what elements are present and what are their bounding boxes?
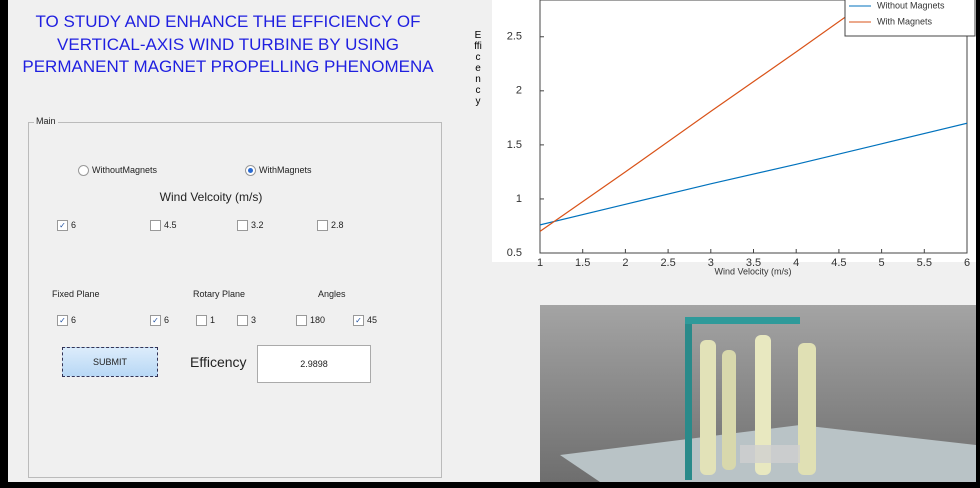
- fixed-plane-label: Fixed Plane: [52, 289, 100, 299]
- wind-velocity-label: Wind Velcoity (m/s): [96, 190, 326, 204]
- checkbox[interactable]: [317, 220, 328, 231]
- screen: TO STUDY AND ENHANCE THE EFFICIENCY OF V…: [0, 0, 980, 488]
- x-tick-label: 3: [708, 257, 714, 269]
- y-tick-label: 0.5: [507, 247, 522, 259]
- y-tick-label: 2.5: [507, 31, 522, 43]
- x-tick-label: 5: [879, 257, 885, 269]
- checkbox-label: 4.5: [164, 220, 177, 230]
- legend-label: Without Magnets: [877, 0, 945, 10]
- title-line: PERMANENT MAGNET PROPELLING PHENOMENA: [8, 57, 448, 77]
- checkbox-label: 45: [367, 315, 377, 325]
- x-tick-label: 2.5: [660, 257, 675, 269]
- group-title: Main: [34, 116, 58, 126]
- checkbox-label: 6: [71, 315, 76, 325]
- y-tick-label: 1.5: [507, 139, 522, 151]
- submit-button[interactable]: SUBMIT: [62, 347, 158, 377]
- checkbox-label: 6: [164, 315, 169, 325]
- legend-label: With Magnets: [877, 16, 933, 26]
- checkbox-label: 180: [310, 315, 325, 325]
- y-tick-label: 1: [516, 193, 522, 205]
- group-box: [28, 122, 442, 478]
- checkbox-label: 6: [71, 220, 76, 230]
- title-line: TO STUDY AND ENHANCE THE EFFICIENCY OF: [8, 12, 448, 32]
- checkbox-label: 2.8: [331, 220, 344, 230]
- checkbox[interactable]: [237, 220, 248, 231]
- radio-button[interactable]: [245, 165, 256, 176]
- efficiency-output: 2.9898: [257, 345, 371, 383]
- checkbox-label: 1: [210, 315, 215, 325]
- x-tick-label: 4.5: [831, 257, 846, 269]
- x-tick-label: 5.5: [917, 257, 932, 269]
- turbine-render: [540, 305, 976, 482]
- checkbox[interactable]: [196, 315, 207, 326]
- x-tick-label: 6: [964, 257, 970, 269]
- radio-button[interactable]: [78, 165, 89, 176]
- checkbox[interactable]: ✓: [57, 315, 68, 326]
- checkbox[interactable]: [237, 315, 248, 326]
- title-line: VERTICAL-AXIS WIND TURBINE BY USING: [8, 35, 448, 55]
- checkbox[interactable]: ✓: [150, 315, 161, 326]
- checkbox[interactable]: ✓: [57, 220, 68, 231]
- radio-label: WithoutMagnets: [92, 165, 157, 175]
- y-tick-label: 2: [516, 85, 522, 97]
- x-tick-label: 1: [537, 257, 543, 269]
- efficiency-label: Efficency: [190, 354, 247, 370]
- radio-label: WithMagnets: [259, 165, 312, 175]
- checkbox[interactable]: ✓: [353, 315, 364, 326]
- checkbox-label: 3.2: [251, 220, 264, 230]
- checkbox[interactable]: [150, 220, 161, 231]
- angles-label: Angles: [318, 289, 346, 299]
- x-tick-label: 3.5: [746, 257, 761, 269]
- x-tick-label: 4: [793, 257, 799, 269]
- rotary-plane-label: Rotary Plane: [193, 289, 245, 299]
- checkbox[interactable]: [296, 315, 307, 326]
- plot-background: [492, 0, 976, 262]
- control-panel: TO STUDY AND ENHANCE THE EFFICIENCY OF V…: [8, 0, 452, 482]
- checkbox-label: 3: [251, 315, 256, 325]
- x-tick-label: 2: [622, 257, 628, 269]
- x-tick-label: 1.5: [575, 257, 590, 269]
